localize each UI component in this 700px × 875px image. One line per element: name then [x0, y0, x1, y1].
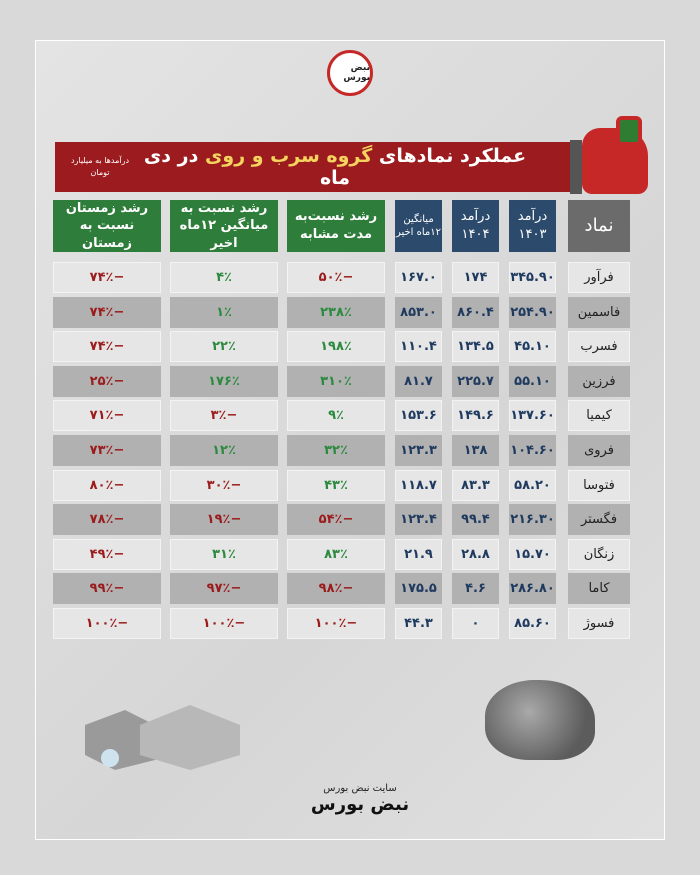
cell-symbol: کاما — [568, 573, 630, 605]
cell-avg: ۱۶۷.۰ — [395, 262, 442, 293]
cell-winter: −۷۸٪ — [53, 504, 161, 536]
cell-avg: ۱۵۳.۶ — [395, 400, 442, 432]
cell-rev1404: ۱۴۹.۶ — [452, 400, 499, 432]
cell-rev1404: ۹۹.۴ — [452, 504, 499, 536]
cell-symbol: فروی — [568, 435, 630, 466]
cell-symbol: فسوژ — [568, 608, 630, 639]
cell-winter: −۹۹٪ — [53, 573, 161, 605]
cell-rev1404: ۰ — [452, 608, 499, 639]
cell-avg: ۱۲۳.۴ — [395, 504, 442, 536]
cuff-decoration — [570, 140, 582, 194]
cell-symbol: زنگان — [568, 538, 630, 570]
cell-rev1404: ۴.۶ — [452, 573, 499, 605]
header-rev1403: درآمد ۱۴۰۳ — [509, 200, 556, 252]
cell-winter: −۸۰٪ — [53, 469, 161, 501]
cell-rev1403: ۲۵۴.۹۰ — [509, 296, 556, 328]
cell-rev1404: ۱۷۴ — [452, 262, 499, 293]
cell-rev1404: ۸۶۰.۴ — [452, 296, 499, 328]
cell-avg12: −۳٪ — [170, 400, 278, 432]
brand-logo: نبض بورس — [327, 50, 373, 96]
cell-similar: −۵۰٪ — [287, 262, 385, 293]
cell-winter: −۱۰۰٪ — [53, 608, 161, 639]
cell-rev1404: ۱۳۴.۵ — [452, 331, 499, 363]
cell-rev1404: ۲۸.۸ — [452, 538, 499, 570]
cell-avg12: ۲۲٪ — [170, 331, 278, 363]
cell-rev1403: ۱۳۷.۶۰ — [509, 400, 556, 432]
cell-symbol: فگستر — [568, 504, 630, 536]
logo-text: نبض بورس — [343, 63, 370, 83]
lead-zinc-ingots-image — [85, 705, 240, 770]
cell-rev1404: ۸۳.۳ — [452, 469, 499, 501]
cell-rev1404: ۱۳۸ — [452, 435, 499, 466]
cell-winter: −۷۴٪ — [53, 296, 161, 328]
cell-similar: ۱۹۸٪ — [287, 331, 385, 363]
cell-similar: −۱۰۰٪ — [287, 608, 385, 639]
cell-avg: ۸۱.۷ — [395, 365, 442, 397]
cell-avg12: ۱۷۶٪ — [170, 365, 278, 397]
cell-rev1403: ۲۱۶.۳۰ — [509, 504, 556, 536]
cell-avg12: −۹۷٪ — [170, 573, 278, 605]
header-avg12-growth: رشد نسبت به میانگین ۱۲ماه اخیر — [170, 200, 278, 252]
cell-avg12: ۴٪ — [170, 262, 278, 293]
page-title: عملکرد نمادهای گروه سرب و روی در دی ماه — [143, 145, 527, 189]
cell-avg: ۴۴.۳ — [395, 608, 442, 639]
cell-similar: −۹۸٪ — [287, 573, 385, 605]
unit-note: درآمدها به میلیارد تومان — [70, 156, 129, 177]
cell-similar: ۳۲٪ — [287, 435, 385, 466]
cell-avg12: ۳۱٪ — [170, 538, 278, 570]
header-avg: میانگین ۱۲ماه اخیر — [395, 200, 442, 252]
cell-avg: ۸۵۳.۰ — [395, 296, 442, 328]
cell-similar: ۹٪ — [287, 400, 385, 432]
cell-avg12: −۳۰٪ — [170, 469, 278, 501]
footer-site: سایت نبض بورس — [323, 783, 397, 794]
title-banner: عملکرد نمادهای گروه سرب و روی در دی ماه … — [55, 142, 575, 192]
cell-similar: ۲۳۸٪ — [287, 296, 385, 328]
cell-symbol: فسرب — [568, 331, 630, 363]
cell-avg: ۱۱۸.۷ — [395, 469, 442, 501]
ore-rock-image — [485, 680, 595, 760]
cell-avg12: ۱۲٪ — [170, 435, 278, 466]
cell-avg: ۱۱۰.۴ — [395, 331, 442, 363]
cell-rev1403: ۲۸۶.۸۰ — [509, 573, 556, 605]
header-similar-growth: رشد نسبت‌به مدت مشابه — [287, 200, 385, 252]
cell-similar: ۴۳٪ — [287, 469, 385, 501]
cell-winter: −۷۱٪ — [53, 400, 161, 432]
cell-avg: ۱۲۳.۳ — [395, 435, 442, 466]
footer-brand-name: نبض بورس — [310, 794, 410, 815]
cell-avg: ۲۱.۹ — [395, 538, 442, 570]
cell-rev1403: ۸۵.۶۰ — [509, 608, 556, 639]
header-symbol: نماد — [568, 200, 630, 252]
cell-winter: −۴۹٪ — [53, 538, 161, 570]
cell-winter: −۷۴٪ — [53, 331, 161, 363]
cell-winter: −۷۳٪ — [53, 435, 161, 466]
header-winter-growth: رشد زمستان نسبت به زمستان — [53, 200, 161, 252]
cell-avg12: −۱۹٪ — [170, 504, 278, 536]
cell-rev1403: ۴۵.۱۰ — [509, 331, 556, 363]
cell-rev1403: ۱۵.۷۰ — [509, 538, 556, 570]
cell-rev1403: ۵۸.۲۰ — [509, 469, 556, 501]
cell-avg12: ۱٪ — [170, 296, 278, 328]
cell-rev1403: ۵۵.۱۰ — [509, 365, 556, 397]
cell-rev1404: ۲۲۵.۷ — [452, 365, 499, 397]
cell-avg12: −۱۰۰٪ — [170, 608, 278, 639]
footer-brand: سایت نبض بورس نبض بورس — [280, 783, 440, 815]
cell-symbol: فرآور — [568, 262, 630, 293]
cell-rev1403: ۱۰۴.۶۰ — [509, 435, 556, 466]
cell-symbol: فاسمین — [568, 296, 630, 328]
cell-similar: −۵۴٪ — [287, 504, 385, 536]
header-rev1404: درآمد ۱۴۰۴ — [452, 200, 499, 252]
cell-similar: ۳۱۰٪ — [287, 365, 385, 397]
cell-winter: −۷۴٪ — [53, 262, 161, 293]
hand-card-icon — [582, 116, 648, 194]
cell-winter: −۲۵٪ — [53, 365, 161, 397]
cell-symbol: فرزین — [568, 365, 630, 397]
cell-symbol: فتوسا — [568, 469, 630, 501]
cell-avg: ۱۷۵.۵ — [395, 573, 442, 605]
cell-symbol: کیمیا — [568, 400, 630, 432]
cell-rev1403: ۳۴۵.۹۰ — [509, 262, 556, 293]
cell-similar: ۸۳٪ — [287, 538, 385, 570]
